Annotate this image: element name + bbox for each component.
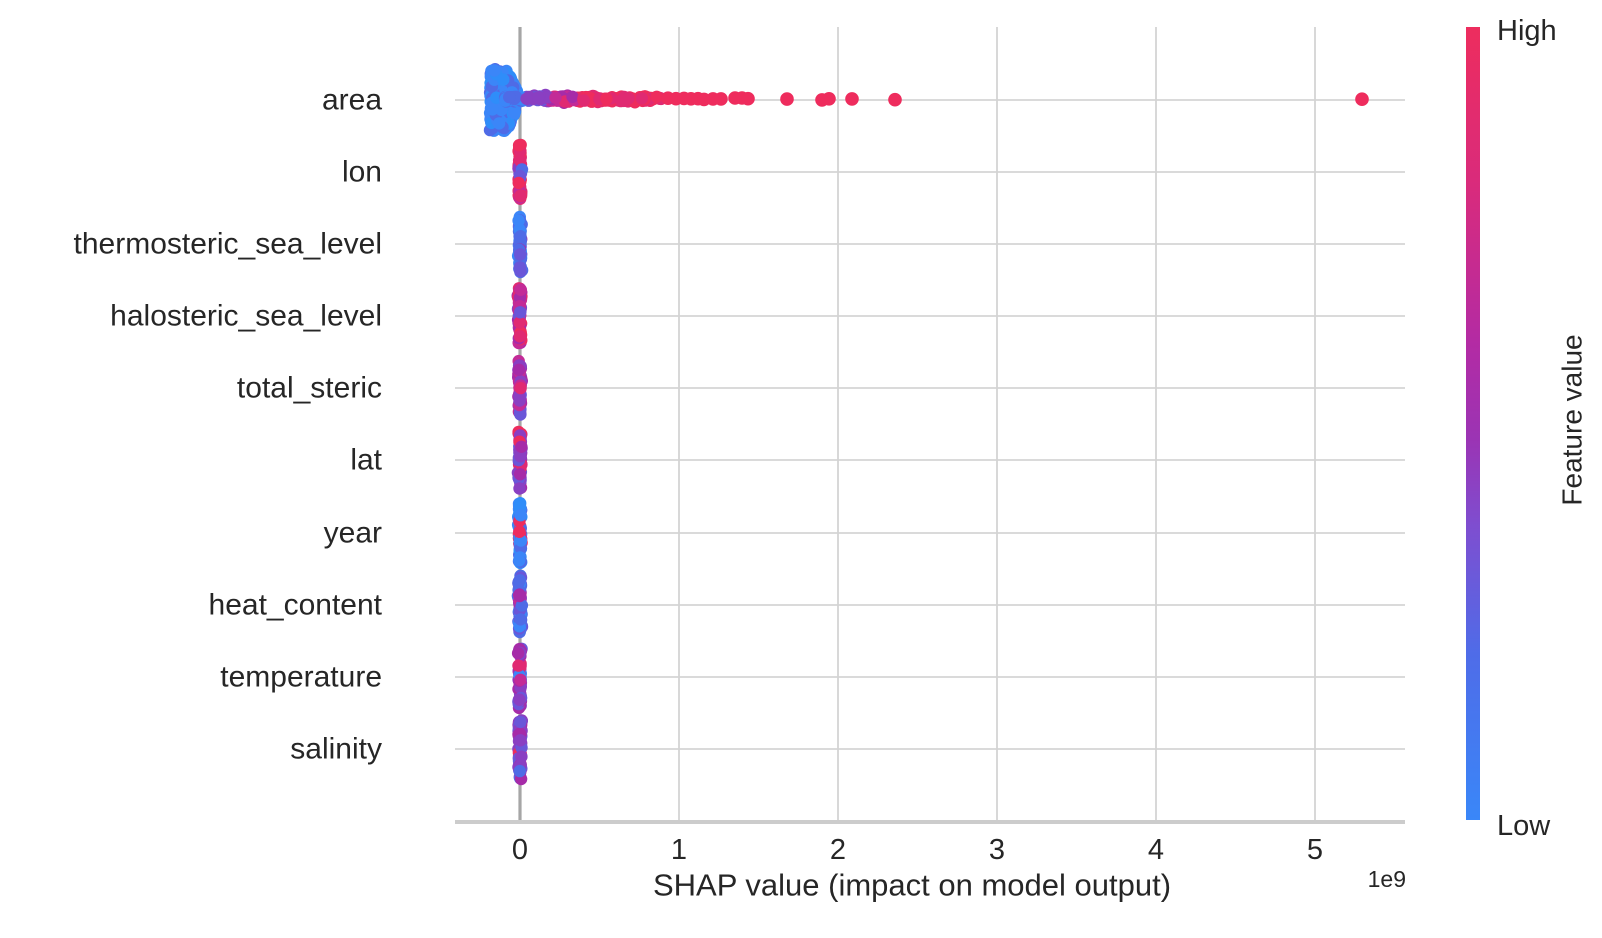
colorbar-title: Feature value <box>1557 334 1588 505</box>
x-axis-offset-multiplier: 1e9 <box>1368 866 1406 892</box>
y-axis-labels: area lon thermosteric_sea_level haloster… <box>74 84 383 766</box>
y-label-lat: lat <box>350 444 382 477</box>
y-label-heat-content: heat_content <box>209 589 383 622</box>
x-tick-2: 2 <box>830 834 846 866</box>
x-tick-0: 0 <box>512 834 528 866</box>
x-axis-ticks: 0 1 2 3 4 5 <box>512 834 1323 866</box>
x-tick-4: 4 <box>1148 834 1164 866</box>
x-tick-1: 1 <box>671 834 687 866</box>
x-tick-3: 3 <box>989 834 1005 866</box>
colorbar-low-label: Low <box>1497 810 1551 842</box>
y-label-year: year <box>324 517 382 550</box>
y-label-salinity: salinity <box>290 733 382 766</box>
y-label-total-steric: total_steric <box>237 372 382 405</box>
y-label-thermosteric-sea-level: thermosteric_sea_level <box>74 228 382 261</box>
y-label-area: area <box>322 84 382 117</box>
x-axis-title: SHAP value (impact on model output) <box>653 868 1171 903</box>
colorbar-high-label: High <box>1497 15 1557 47</box>
x-tick-5: 5 <box>1307 834 1323 866</box>
scatter-dots-layer <box>483 62 1369 786</box>
y-label-lon: lon <box>342 156 382 189</box>
y-label-halosteric-sea-level: halosteric_sea_level <box>110 300 382 333</box>
y-label-temperature: temperature <box>220 661 382 694</box>
colorbar-gradient <box>1466 27 1480 820</box>
grid-layer <box>455 27 1405 824</box>
